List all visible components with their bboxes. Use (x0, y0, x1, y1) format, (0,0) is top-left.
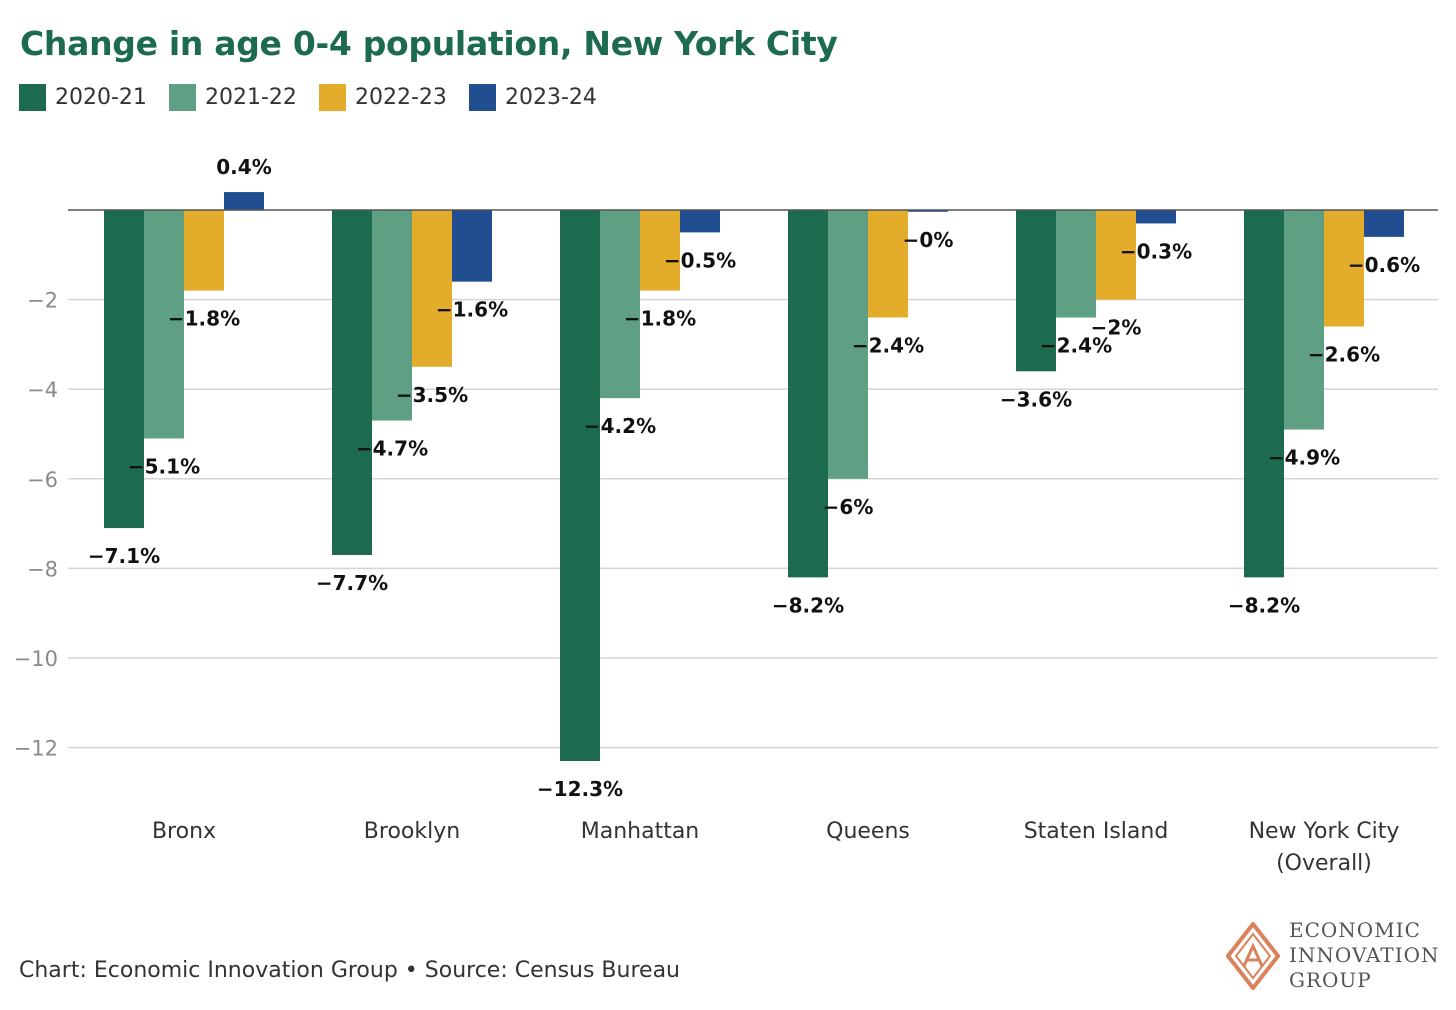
bar (452, 210, 492, 282)
bar (1096, 210, 1136, 300)
legend-label: 2021-22 (205, 85, 297, 110)
bar (680, 210, 720, 233)
data-label: −4.7% (356, 437, 428, 461)
bar (600, 210, 640, 399)
legend: 2020-21 2021-22 2022-23 2023-24 (19, 84, 619, 111)
data-label: −2.6% (1308, 342, 1380, 366)
data-label: −12.3% (537, 777, 623, 801)
data-label: 0.4% (216, 155, 271, 179)
bar (1364, 210, 1404, 237)
data-label: −2% (1091, 316, 1142, 340)
bar (1016, 210, 1056, 372)
data-label: −1.8% (168, 307, 240, 331)
data-label: −0.3% (1120, 239, 1192, 263)
legend-swatch (169, 84, 196, 111)
data-label: −4.9% (1268, 446, 1340, 470)
y-tick-label: −2 (27, 289, 58, 313)
logo-line: ECONOMIC (1289, 918, 1421, 942)
bar (828, 210, 868, 479)
data-label: −7.1% (88, 544, 160, 568)
y-tick-label: −6 (27, 468, 58, 492)
logo-line: GROUP (1289, 968, 1372, 992)
legend-label: 2020-21 (55, 85, 147, 110)
data-label: −6% (823, 495, 874, 519)
bar (1244, 210, 1284, 578)
bar (908, 210, 948, 212)
data-label: −2.4% (852, 334, 924, 358)
bar (640, 210, 680, 291)
data-label: −8.2% (772, 593, 844, 617)
bar (144, 210, 184, 439)
logo-line: INNOVATION (1289, 943, 1440, 967)
legend-swatch (469, 84, 496, 111)
data-label: −2.4% (1040, 334, 1112, 358)
data-label: −0.5% (664, 248, 736, 272)
bar-chart: −2 −4 −6 −8 −10 −12 −7.1% −7.7% −12.3% −8.2% −3.6%… (14, 155, 1438, 876)
bar (560, 210, 600, 762)
bar (412, 210, 452, 367)
x-category-label: New York City (1249, 819, 1400, 844)
legend-item-2020-21: 2020-21 (19, 84, 169, 111)
legend-label: 2022-23 (355, 85, 447, 110)
data-label: −8.2% (1228, 593, 1300, 617)
x-category-label: (Overall) (1276, 851, 1372, 876)
bar (1136, 210, 1176, 224)
bar (1284, 210, 1324, 430)
bar (1324, 210, 1364, 327)
data-label: −3.6% (1000, 387, 1072, 411)
bar (788, 210, 828, 578)
eig-logo: ECONOMIC INNOVATION GROUP (1226, 918, 1456, 994)
data-label: −5.1% (128, 454, 200, 478)
y-tick-label: −10 (14, 647, 58, 671)
data-label: −0% (903, 228, 954, 252)
x-category-label: Bronx (152, 819, 216, 844)
x-category-label: Manhattan (581, 819, 700, 844)
legend-swatch (319, 84, 346, 111)
data-label: −1.8% (624, 307, 696, 331)
bar (184, 210, 224, 291)
legend-swatch (19, 84, 46, 111)
chart-footer: Chart: Economic Innovation Group • Sourc… (19, 958, 680, 983)
y-tick-label: −12 (14, 737, 58, 761)
bar (868, 210, 908, 318)
bar (104, 210, 144, 529)
legend-label: 2023-24 (505, 85, 597, 110)
data-label: −4.2% (584, 414, 656, 438)
legend-item-2021-22: 2021-22 (169, 84, 319, 111)
x-category-label: Queens (826, 819, 910, 844)
x-category-label: Brooklyn (364, 819, 460, 844)
data-label: −1.6% (436, 298, 508, 322)
diamond-logo-icon (1226, 922, 1280, 990)
y-tick-label: −4 (27, 378, 58, 402)
y-tick-label: −8 (27, 557, 58, 581)
chart-title: Change in age 0-4 population, New York C… (20, 24, 838, 63)
data-label: −0.6% (1348, 253, 1420, 277)
legend-item-2022-23: 2022-23 (319, 84, 469, 111)
data-label: −7.7% (316, 571, 388, 595)
bar (224, 192, 264, 210)
logo-wordmark: ECONOMIC INNOVATION GROUP (1289, 918, 1440, 993)
x-category-label: Staten Island (1024, 819, 1169, 844)
bar (332, 210, 372, 555)
legend-item-2023-24: 2023-24 (469, 84, 619, 111)
bar (372, 210, 412, 421)
bar (1056, 210, 1096, 318)
data-label: −3.5% (396, 383, 468, 407)
